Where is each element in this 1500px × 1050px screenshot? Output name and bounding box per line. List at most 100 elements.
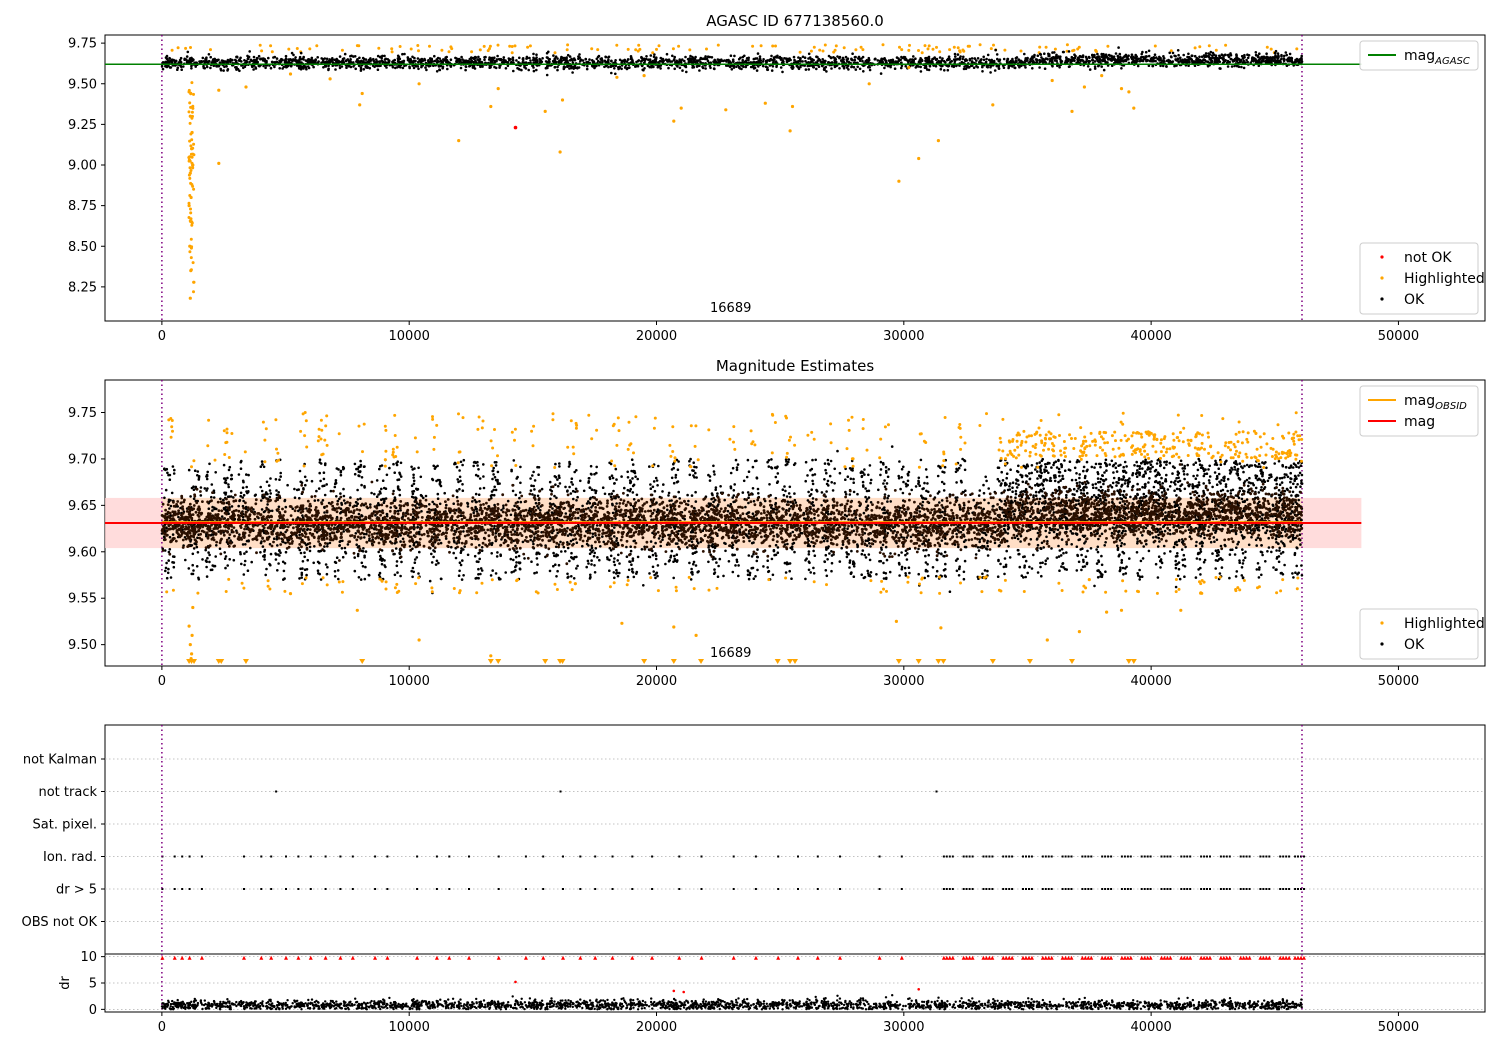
- ok-point: [712, 572, 716, 575]
- highlighted-point: [217, 161, 221, 165]
- ok-point: [825, 70, 828, 73]
- x-tick-label: 50000: [1378, 329, 1419, 344]
- ok-point: [196, 470, 200, 473]
- highlighted-point: [176, 46, 180, 50]
- ok-point: [554, 483, 557, 487]
- ok-point: [829, 459, 833, 463]
- ok-point: [788, 57, 791, 60]
- ok-point: [556, 478, 559, 481]
- ok-point: [300, 573, 304, 576]
- ok-point: [302, 58, 305, 61]
- ok-point: [934, 58, 938, 61]
- ok-point: [586, 559, 590, 563]
- ok-point: [1174, 54, 1177, 58]
- ok-point: [573, 58, 576, 61]
- ok-point: [792, 55, 796, 59]
- ok-point: [610, 474, 614, 478]
- ok-point: [178, 58, 182, 62]
- ok-point: [264, 66, 267, 70]
- ok-point: [865, 489, 869, 493]
- ok-point: [344, 59, 348, 62]
- ok-point: [194, 65, 197, 68]
- highlighted-point: [188, 176, 192, 180]
- ok-point: [608, 492, 611, 496]
- ok-point: [767, 570, 770, 574]
- ok-point: [570, 477, 574, 481]
- ok-point: [260, 489, 264, 493]
- ok-point: [784, 571, 788, 574]
- ok-point: [173, 468, 176, 472]
- ok-point: [1117, 56, 1120, 60]
- ok-point: [645, 55, 648, 58]
- ok-point: [167, 567, 170, 571]
- highlighted-point: [615, 43, 619, 47]
- ok-point: [756, 555, 759, 559]
- ok-point: [573, 66, 577, 69]
- highlighted-point: [917, 49, 920, 52]
- ok-point: [807, 553, 811, 556]
- ok-point: [342, 487, 345, 491]
- ok-point: [434, 465, 438, 469]
- ok-point: [657, 537, 661, 540]
- ok-point: [824, 569, 828, 572]
- ok-point: [333, 570, 337, 573]
- ok-point: [271, 60, 274, 64]
- ok-point: [681, 69, 684, 72]
- ok-point: [989, 71, 992, 74]
- panel-magnitude-title: Magnitude Estimates: [716, 357, 874, 375]
- ok-point: [435, 60, 439, 64]
- ok-point: [300, 576, 304, 579]
- ok-point: [197, 475, 201, 478]
- ok-point: [430, 552, 433, 556]
- highlighted-point: [908, 43, 911, 47]
- ok-point: [222, 69, 225, 72]
- ok-point: [551, 507, 554, 510]
- ok-point: [737, 574, 740, 578]
- ok-point: [614, 59, 617, 62]
- ok-point: [766, 66, 769, 69]
- ok-point: [1187, 52, 1190, 56]
- ok-point: [556, 65, 559, 69]
- ok-point: [946, 57, 950, 61]
- ok-point: [667, 66, 670, 70]
- ok-point: [537, 473, 540, 477]
- ok-point: [556, 57, 559, 60]
- ok-point: [381, 60, 385, 64]
- ok-point: [648, 465, 651, 468]
- ok-point: [589, 464, 593, 468]
- panel-agasc-data: [105, 35, 1362, 321]
- ok-point: [1059, 60, 1063, 64]
- ok-point: [1125, 55, 1128, 58]
- ok-point: [1246, 56, 1250, 60]
- highlighted-point: [651, 51, 655, 55]
- ok-point: [1088, 68, 1092, 71]
- ok-point: [755, 69, 759, 72]
- highlighted-point: [170, 48, 174, 52]
- ok-point: [168, 535, 172, 539]
- ok-point: [995, 64, 999, 68]
- ok-point: [751, 512, 755, 515]
- ok-point: [618, 58, 622, 62]
- ok-point: [756, 568, 759, 572]
- ok-point: [587, 477, 591, 480]
- ok-point: [723, 59, 726, 62]
- ok-point: [251, 65, 254, 68]
- ok-point: [1086, 65, 1090, 68]
- highlighted-point: [390, 47, 394, 51]
- ok-point: [302, 488, 305, 491]
- ok-point: [512, 69, 515, 73]
- highlighted-point: [192, 142, 196, 146]
- ok-point: [171, 533, 175, 536]
- ok-point: [260, 460, 264, 463]
- ok-point: [752, 552, 755, 556]
- ok-point: [579, 59, 582, 63]
- ok-point: [762, 58, 765, 61]
- ok-point: [436, 497, 440, 501]
- ok-point: [532, 52, 535, 56]
- ok-point: [1193, 54, 1197, 58]
- ok-point: [1017, 58, 1020, 62]
- ok-point: [1140, 52, 1143, 56]
- ok-point: [1009, 61, 1013, 64]
- ok-point: [987, 58, 991, 62]
